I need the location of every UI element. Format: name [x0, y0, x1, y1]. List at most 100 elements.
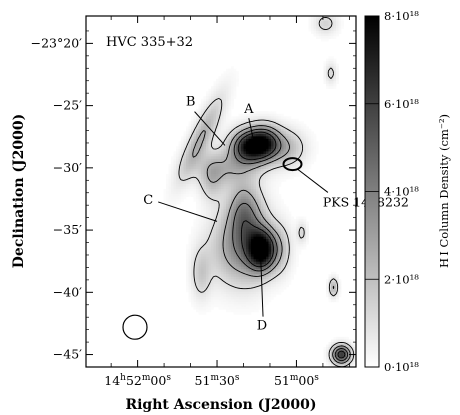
heatmap-cell	[246, 123, 249, 127]
heatmap-cell	[253, 181, 257, 185]
heatmap-cell	[261, 161, 264, 165]
heatmap-cell	[253, 276, 257, 280]
heatmap-cell	[221, 249, 224, 253]
heatmap-cell	[198, 294, 202, 298]
heatmap-cell	[236, 256, 239, 260]
heatmap-cell	[231, 241, 234, 245]
heatmap-cell	[281, 199, 284, 202]
heatmap-cell	[331, 83, 334, 87]
heatmap-cell	[206, 269, 209, 273]
heatmap-cell	[248, 239, 252, 242]
heatmap-cell	[316, 146, 319, 150]
heatmap-cell	[191, 194, 194, 197]
heatmap-cell	[261, 284, 264, 288]
heatmap-cell	[326, 344, 329, 348]
heatmap-cell	[278, 201, 282, 205]
heatmap-cell	[286, 133, 289, 137]
heatmap-cell	[271, 206, 274, 210]
heatmap-cell	[256, 158, 259, 162]
heatmap-cell	[196, 299, 199, 303]
heatmap-cell	[263, 214, 267, 217]
heatmap-cell	[178, 199, 182, 202]
heatmap-cell	[223, 269, 227, 273]
heatmap-cell	[191, 136, 194, 140]
heatmap-cell	[223, 108, 227, 112]
heatmap-cell	[288, 211, 292, 215]
heatmap-cell	[221, 241, 224, 245]
heatmap-cell	[181, 176, 184, 180]
heatmap-cell	[263, 284, 267, 288]
heatmap-cell	[208, 161, 212, 165]
heatmap-cell	[281, 156, 284, 160]
heatmap-cell	[248, 176, 252, 180]
heatmap-cell	[211, 168, 214, 172]
heatmap-cell	[201, 256, 204, 260]
heatmap-cell	[183, 171, 187, 175]
heatmap-cell	[213, 224, 217, 227]
heatmap-cell	[238, 279, 242, 283]
heatmap-cell	[233, 96, 237, 100]
heatmap-cell	[263, 304, 267, 308]
heatmap-cell	[281, 143, 284, 147]
heatmap-cell	[273, 188, 277, 192]
heatmap-cell	[268, 274, 272, 278]
heatmap-cell	[256, 216, 259, 220]
heatmap-cell	[206, 113, 209, 117]
heatmap-cell	[171, 191, 174, 195]
heatmap-cell	[261, 188, 264, 192]
heatmap-cell	[328, 291, 332, 295]
heatmap-cell	[206, 199, 209, 202]
heatmap-cell	[301, 224, 304, 227]
heatmap-cell	[258, 201, 262, 205]
heatmap-cell	[258, 271, 262, 275]
heatmap-cell	[261, 178, 264, 182]
heatmap-cell	[273, 141, 277, 145]
heatmap-cell	[213, 266, 217, 270]
heatmap-cell	[291, 173, 294, 177]
heatmap-cell	[261, 251, 264, 255]
heatmap-cell	[271, 188, 274, 192]
heatmap-cell	[198, 168, 202, 172]
heatmap-cell	[271, 161, 274, 165]
heatmap-cell	[281, 236, 284, 240]
heatmap-cell	[333, 351, 337, 355]
heatmap-cell	[228, 299, 232, 303]
heatmap-cell	[231, 71, 234, 75]
heatmap-cell	[203, 219, 207, 222]
heatmap-cell	[223, 206, 227, 210]
heatmap-cell	[201, 269, 204, 273]
heatmap-cell	[323, 31, 327, 34]
heatmap-cell	[253, 191, 257, 195]
heatmap-cell	[178, 141, 182, 145]
heatmap-cell	[236, 206, 239, 210]
heatmap-cell	[221, 276, 224, 280]
heatmap-cell	[211, 121, 214, 125]
heatmap-cell	[326, 26, 329, 29]
heatmap-cell	[198, 216, 202, 220]
heatmap-cell	[223, 86, 227, 90]
heatmap-cell	[246, 199, 249, 202]
heatmap-cell	[226, 81, 229, 85]
heatmap-cell	[211, 194, 214, 197]
heatmap-cell	[236, 234, 239, 237]
heatmap-cell	[303, 126, 307, 130]
heatmap-cell	[268, 214, 272, 217]
heatmap-cell	[278, 141, 282, 145]
heatmap-cell	[331, 291, 334, 295]
heatmap-cell	[236, 299, 239, 303]
heatmap-cell	[206, 163, 209, 167]
heatmap-cell	[218, 78, 222, 82]
heatmap-cell	[186, 161, 189, 165]
heatmap-cell	[213, 209, 217, 212]
heatmap-cell	[223, 146, 227, 150]
heatmap-cell	[221, 301, 224, 305]
heatmap-cell	[251, 291, 254, 295]
heatmap-cell	[191, 254, 194, 258]
heatmap-cell	[288, 161, 292, 165]
heatmap-cell	[316, 26, 319, 29]
heatmap-cell	[258, 111, 262, 115]
heatmap-cell	[268, 251, 272, 255]
heatmap-cell	[256, 173, 259, 177]
heatmap-cell	[266, 186, 269, 190]
heatmap-cell	[178, 161, 182, 165]
